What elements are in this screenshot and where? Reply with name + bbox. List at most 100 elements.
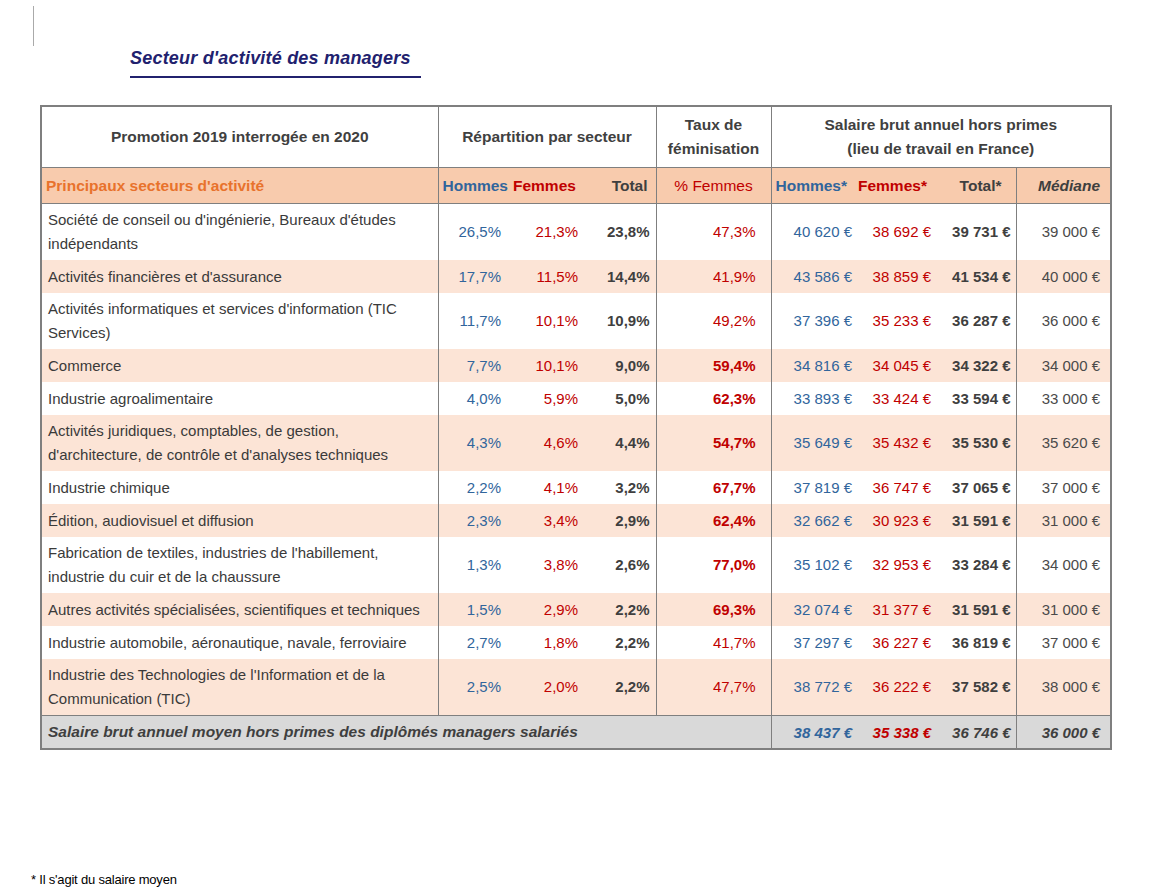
cell-hommes: 1,5% bbox=[438, 593, 511, 626]
cell-pct-femmes: 41,7% bbox=[656, 626, 771, 659]
cell-pct-femmes: 41,9% bbox=[656, 260, 771, 293]
cell-total: 2,9% bbox=[586, 504, 656, 537]
cell-salaire-femmes: 36 227 € bbox=[856, 626, 936, 659]
cell-hommes: 4,0% bbox=[438, 382, 511, 415]
cell-total: 23,8% bbox=[586, 204, 656, 261]
cell-pct-femmes: 62,4% bbox=[656, 504, 771, 537]
cell-sector: Industrie agroalimentaire bbox=[41, 382, 438, 415]
summary-mediane-value: 36 000 € bbox=[1016, 716, 1111, 750]
cell-femmes: 10,1% bbox=[511, 293, 586, 349]
cell-salaire-femmes: 34 045 € bbox=[856, 349, 936, 382]
header-pct-femmes: % Femmes bbox=[656, 168, 771, 204]
cell-salaire-hommes: 37 297 € bbox=[771, 626, 856, 659]
cell-sector: Activités financières et d'assurance bbox=[41, 260, 438, 293]
cell-hommes: 2,2% bbox=[438, 471, 511, 504]
table-row: Industrie automobile, aéronautique, nava… bbox=[41, 626, 1111, 659]
table-row: Activités juridiques, comptables, de ges… bbox=[41, 415, 1111, 471]
cell-femmes: 4,1% bbox=[511, 471, 586, 504]
table-row: Industrie agroalimentaire 4,0% 5,9% 5,0%… bbox=[41, 382, 1111, 415]
cell-salaire-femmes: 38 692 € bbox=[856, 204, 936, 261]
table-row: Autres activités spécialisées, scientifi… bbox=[41, 593, 1111, 626]
table-row: Société de conseil ou d'ingénierie, Bure… bbox=[41, 204, 1111, 261]
cell-salaire-total: 33 284 € bbox=[936, 537, 1016, 593]
header-total: Total bbox=[586, 168, 656, 204]
cell-salaire-femmes: 32 953 € bbox=[856, 537, 936, 593]
cell-salaire-total: 36 819 € bbox=[936, 626, 1016, 659]
summary-row: Salaire brut annuel moyen hors primes de… bbox=[41, 716, 1111, 750]
summary-femmes-value: 35 338 € bbox=[856, 716, 936, 750]
cell-salaire-total: 31 591 € bbox=[936, 504, 1016, 537]
header-femmes: Femmes bbox=[511, 168, 586, 204]
cell-pct-femmes: 59,4% bbox=[656, 349, 771, 382]
summary-total-value: 36 746 € bbox=[936, 716, 1016, 750]
cell-total: 10,9% bbox=[586, 293, 656, 349]
footnote: * Il s'agit du salaire moyen bbox=[31, 872, 177, 887]
cell-sector: Autres activités spécialisées, scientifi… bbox=[41, 593, 438, 626]
cell-total: 2,2% bbox=[586, 659, 656, 716]
cell-salaire-hommes: 35 649 € bbox=[771, 415, 856, 471]
cell-femmes: 10,1% bbox=[511, 349, 586, 382]
table-head: Promotion 2019 interrogée en 2020 Répart… bbox=[41, 106, 1111, 204]
cell-mediane: 39 000 € bbox=[1016, 204, 1111, 261]
page-title: Secteur d'activité des managers bbox=[130, 48, 421, 78]
cell-mediane: 35 620 € bbox=[1016, 415, 1111, 471]
cell-salaire-total: 34 322 € bbox=[936, 349, 1016, 382]
cell-femmes: 21,3% bbox=[511, 204, 586, 261]
cell-pct-femmes: 62,3% bbox=[656, 382, 771, 415]
cell-pct-femmes: 67,7% bbox=[656, 471, 771, 504]
cell-sector: Édition, audiovisuel et diffusion bbox=[41, 504, 438, 537]
header-total-star: Total* bbox=[936, 168, 1016, 204]
cell-femmes: 4,6% bbox=[511, 415, 586, 471]
cell-salaire-total: 41 534 € bbox=[936, 260, 1016, 293]
cell-mediane: 31 000 € bbox=[1016, 504, 1111, 537]
cell-salaire-femmes: 31 377 € bbox=[856, 593, 936, 626]
cell-salaire-hommes: 32 662 € bbox=[771, 504, 856, 537]
cell-salaire-total: 35 530 € bbox=[936, 415, 1016, 471]
cell-mediane: 36 000 € bbox=[1016, 293, 1111, 349]
cell-mediane: 38 000 € bbox=[1016, 659, 1111, 716]
cell-hommes: 2,7% bbox=[438, 626, 511, 659]
cell-salaire-total: 36 287 € bbox=[936, 293, 1016, 349]
cell-femmes: 11,5% bbox=[511, 260, 586, 293]
cell-salaire-femmes: 35 233 € bbox=[856, 293, 936, 349]
cell-mediane: 31 000 € bbox=[1016, 593, 1111, 626]
cell-hommes: 17,7% bbox=[438, 260, 511, 293]
cell-salaire-hommes: 37 396 € bbox=[771, 293, 856, 349]
cell-salaire-hommes: 35 102 € bbox=[771, 537, 856, 593]
table-body: Société de conseil ou d'ingénierie, Bure… bbox=[41, 204, 1111, 716]
summary-hommes-value: 38 437 € bbox=[771, 716, 856, 750]
cell-salaire-femmes: 38 859 € bbox=[856, 260, 936, 293]
cell-mediane: 34 000 € bbox=[1016, 537, 1111, 593]
header-mediane: Médiane bbox=[1016, 168, 1111, 204]
cell-pct-femmes: 49,2% bbox=[656, 293, 771, 349]
cell-salaire-hommes: 43 586 € bbox=[771, 260, 856, 293]
table-row: Activités informatiques et services d'in… bbox=[41, 293, 1111, 349]
table-foot: Salaire brut annuel moyen hors primes de… bbox=[41, 716, 1111, 750]
cell-total: 14,4% bbox=[586, 260, 656, 293]
cell-hommes: 7,7% bbox=[438, 349, 511, 382]
cell-salaire-hommes: 33 893 € bbox=[771, 382, 856, 415]
header-repartition: Répartition par secteur bbox=[438, 106, 656, 168]
cell-mediane: 37 000 € bbox=[1016, 471, 1111, 504]
cell-mediane: 33 000 € bbox=[1016, 382, 1111, 415]
cell-salaire-femmes: 30 923 € bbox=[856, 504, 936, 537]
header-principaux-secteurs: Principaux secteurs d'activité bbox=[41, 168, 438, 204]
cell-salaire-femmes: 36 747 € bbox=[856, 471, 936, 504]
cell-total: 2,6% bbox=[586, 537, 656, 593]
table-row: Industrie des Technologies de l'Informat… bbox=[41, 659, 1111, 716]
header-promotion: Promotion 2019 interrogée en 2020 bbox=[41, 106, 438, 168]
cell-salaire-femmes: 35 432 € bbox=[856, 415, 936, 471]
cell-salaire-total: 31 591 € bbox=[936, 593, 1016, 626]
cell-femmes: 2,9% bbox=[511, 593, 586, 626]
cell-salaire-hommes: 34 816 € bbox=[771, 349, 856, 382]
cell-salaire-hommes: 37 819 € bbox=[771, 471, 856, 504]
cell-sector: Société de conseil ou d'ingénierie, Bure… bbox=[41, 204, 438, 261]
table-row: Édition, audiovisuel et diffusion 2,3% 3… bbox=[41, 504, 1111, 537]
header-columns-row: Principaux secteurs d'activité Hommes Fe… bbox=[41, 168, 1111, 204]
header-feminisation: Taux de féminisation bbox=[656, 106, 771, 168]
sector-activity-table: Promotion 2019 interrogée en 2020 Répart… bbox=[40, 105, 1112, 750]
cell-pct-femmes: 47,7% bbox=[656, 659, 771, 716]
cell-total: 5,0% bbox=[586, 382, 656, 415]
cell-femmes: 5,9% bbox=[511, 382, 586, 415]
header-group-row: Promotion 2019 interrogée en 2020 Répart… bbox=[41, 106, 1111, 168]
